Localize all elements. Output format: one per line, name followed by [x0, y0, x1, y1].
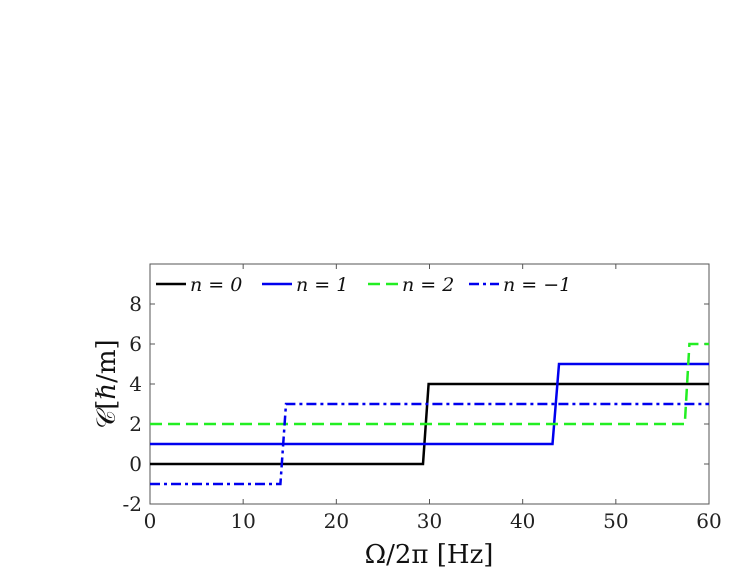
- series-line-1: [150, 362, 709, 446]
- x-tick-label: 50: [603, 509, 628, 533]
- series-layer: [150, 342, 709, 486]
- x-tick-label: 0: [144, 509, 157, 533]
- y-tick-label: 8: [129, 292, 142, 316]
- series-line-3: [150, 402, 709, 486]
- x-tick-label: 40: [510, 509, 535, 533]
- x-axis-ticks: 0 10 20 30 40 50 60: [144, 264, 722, 533]
- y-tick-label: 2: [129, 412, 142, 436]
- y-tick-label: 0: [129, 452, 142, 476]
- x-tick-label: 10: [230, 509, 255, 533]
- y-tick-label: 4: [129, 372, 142, 396]
- y-axis-ticks: -2 0 2 4 6 8: [123, 292, 709, 516]
- x-axis-label: Ω/2π [Hz]: [365, 540, 494, 570]
- legend-label-0: n = 0: [190, 274, 242, 296]
- legend-label-1: n = 1: [296, 274, 348, 296]
- x-tick-label: 30: [417, 509, 442, 533]
- x-tick-label: 60: [696, 509, 721, 533]
- legend-label-2: n = 2: [402, 274, 454, 296]
- y-tick-label: 6: [129, 332, 142, 356]
- y-tick-label: -2: [123, 492, 142, 516]
- x-tick-label: 20: [324, 509, 349, 533]
- y-axis-label: 𝒞[ℏ/m]: [92, 339, 122, 428]
- legend-label-3: n = −1: [503, 274, 571, 296]
- legend: n = 0 n = 1 n = 2 n = −1: [156, 274, 571, 296]
